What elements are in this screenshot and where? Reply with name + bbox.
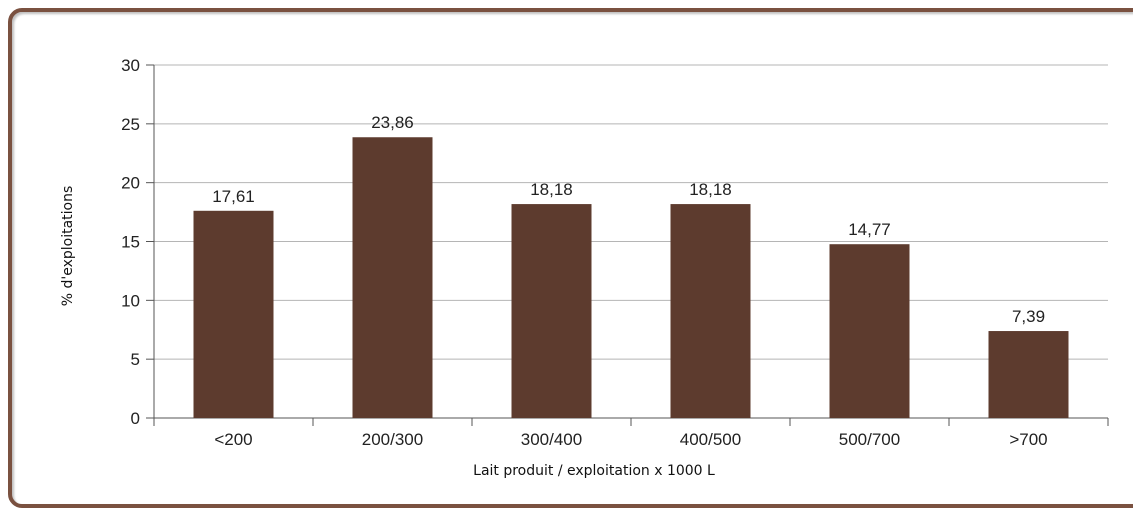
- bars: [193, 137, 1069, 419]
- y-axis-title: % d'exploitations: [60, 186, 76, 307]
- data-labels: 17,61 23,86 18,18 18,18 14,77 7,39: [212, 113, 1045, 326]
- bar: [511, 204, 592, 418]
- bar-value-label: 18,18: [689, 180, 732, 199]
- x-tick-label: >700: [1009, 430, 1047, 449]
- bar-value-label: 18,18: [530, 180, 573, 199]
- bar-value-label: 14,77: [848, 220, 891, 239]
- bar-value-label: 23,86: [371, 113, 414, 132]
- y-tick-label: 25: [121, 115, 140, 134]
- bar-value-label: 7,39: [1012, 307, 1045, 326]
- x-axis-title: Lait produit / exploitation x 1000 L: [473, 463, 715, 479]
- y-tick-label: 10: [121, 291, 140, 310]
- y-tick-label: 20: [121, 174, 140, 193]
- x-tick-label: 200/300: [362, 430, 423, 449]
- x-tick-label: 400/500: [680, 430, 741, 449]
- y-tick-label: 30: [121, 56, 140, 75]
- y-tick-label: 15: [121, 233, 140, 252]
- bar-value-label: 17,61: [212, 187, 255, 206]
- bar: [670, 204, 751, 418]
- bar-chart: 0 5 10 15 20 25 30 <200 200/300 300/400 400/500 500…: [60, 56, 1109, 479]
- bar: [193, 210, 274, 418]
- axes: 0 5 10 15 20 25 30 <200 200/300 300/400 400/500 500…: [121, 56, 1109, 449]
- gridlines: [154, 64, 1108, 360]
- x-tick-label: <200: [214, 430, 252, 449]
- y-tick-label: 0: [131, 409, 140, 428]
- bar: [829, 244, 910, 418]
- x-tick-label: 300/400: [521, 430, 582, 449]
- bar: [352, 137, 433, 419]
- x-tick-label: 500/700: [839, 430, 900, 449]
- bar: [988, 331, 1069, 418]
- y-tick-label: 5: [131, 350, 140, 369]
